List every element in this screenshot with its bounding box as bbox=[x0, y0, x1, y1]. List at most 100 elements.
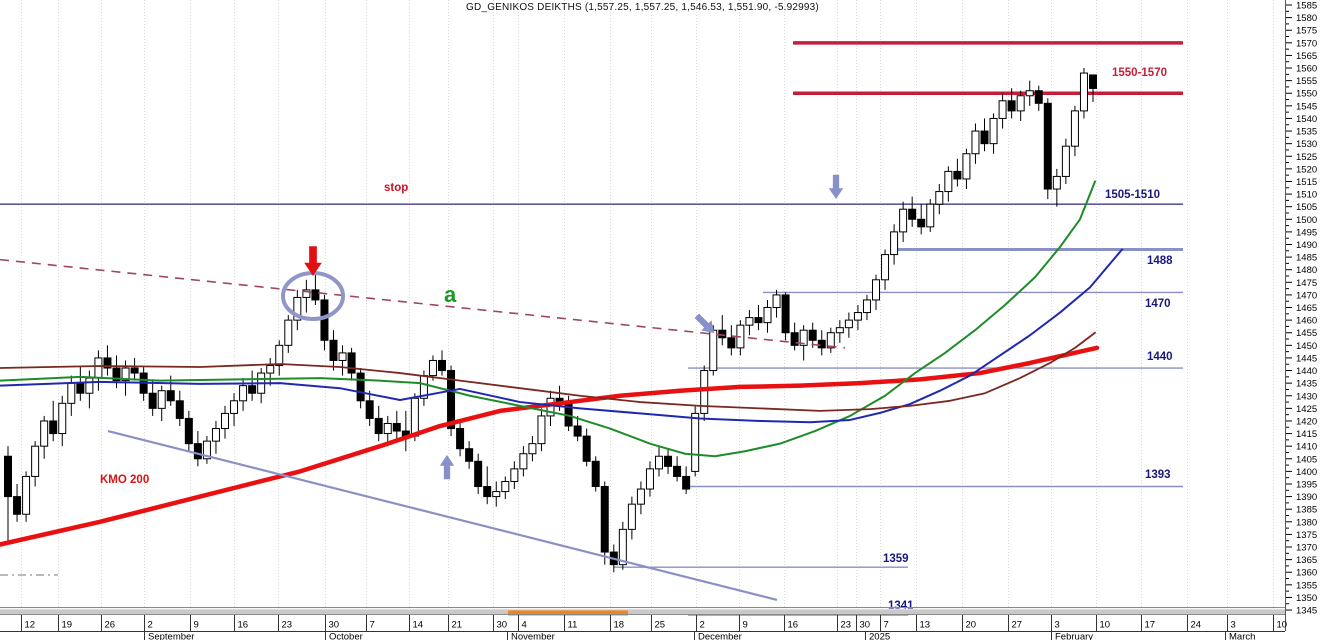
y-axis-tick-label: 1585 bbox=[1296, 1, 1317, 12]
y-axis-tick-label: 1360 bbox=[1296, 568, 1317, 579]
candle bbox=[67, 375, 76, 416]
candle bbox=[438, 350, 447, 376]
x-axis-week-label: 16 bbox=[788, 620, 799, 631]
support-resistance-levels bbox=[0, 41, 1183, 616]
candle bbox=[935, 183, 944, 215]
candle bbox=[1007, 88, 1016, 119]
y-axis-tick-label: 1455 bbox=[1296, 328, 1317, 339]
y-axis-tick-label: 1435 bbox=[1296, 379, 1317, 390]
candle bbox=[130, 357, 139, 381]
y-axis-tick-label: 1410 bbox=[1296, 442, 1317, 453]
x-axis-week-label: 17 bbox=[1145, 620, 1156, 631]
candle bbox=[483, 466, 492, 505]
y-axis-tick-label: 1470 bbox=[1296, 290, 1317, 301]
candle bbox=[230, 393, 239, 427]
candle bbox=[175, 390, 184, 427]
y-axis-tick-label: 1580 bbox=[1296, 13, 1317, 24]
level-1488: 1488 bbox=[1147, 255, 1173, 267]
y-axis-tick-label: 1465 bbox=[1296, 303, 1317, 314]
y-axis-tick-label: 1365 bbox=[1296, 555, 1317, 566]
candle bbox=[980, 118, 989, 152]
candle bbox=[727, 325, 736, 356]
blue-up-arrow-icon bbox=[439, 455, 455, 480]
candle bbox=[22, 471, 31, 522]
candle bbox=[492, 481, 501, 507]
x-axis-month-label: February bbox=[1055, 632, 1093, 640]
level-1393: 1393 bbox=[1145, 469, 1171, 481]
candle bbox=[248, 370, 257, 401]
y-axis-tick-label: 1440 bbox=[1296, 366, 1317, 377]
y-axis-tick-label: 1525 bbox=[1296, 152, 1317, 163]
y-axis-tick-label: 1565 bbox=[1296, 51, 1317, 62]
y-axis-tick-label: 1445 bbox=[1296, 353, 1317, 364]
candle bbox=[1043, 98, 1052, 200]
y-axis-tick-label: 1495 bbox=[1296, 227, 1317, 238]
candle bbox=[40, 415, 49, 459]
candle bbox=[31, 441, 40, 487]
candle bbox=[627, 496, 636, 540]
candle bbox=[645, 461, 654, 497]
x-axis-week-label: 18 bbox=[614, 620, 625, 631]
axis-groove bbox=[0, 608, 1285, 614]
candle bbox=[528, 436, 537, 462]
x-axis-week-label: 2 bbox=[148, 620, 153, 631]
x-axis-week-label: 23 bbox=[282, 620, 293, 631]
candle bbox=[103, 345, 112, 376]
y-axis-tick-label: 1450 bbox=[1296, 341, 1317, 352]
y-axis-tick-label: 1355 bbox=[1296, 580, 1317, 591]
candle bbox=[193, 431, 202, 467]
x-axis-week-label: 16 bbox=[238, 620, 249, 631]
candle bbox=[311, 272, 320, 305]
red-down-arrow-icon bbox=[304, 246, 322, 276]
candle bbox=[853, 304, 862, 331]
candle bbox=[338, 345, 347, 376]
x-axis-week-label: 26 bbox=[105, 620, 116, 631]
x-axis-week-label: 3 bbox=[1231, 620, 1236, 631]
x-axis-week-label: 20 bbox=[966, 620, 977, 631]
trendline-1 bbox=[0, 258, 846, 349]
candle bbox=[655, 446, 664, 477]
x-axis-week-label: 21 bbox=[452, 620, 463, 631]
candle bbox=[257, 368, 266, 404]
y-axis-tick-label: 1345 bbox=[1296, 606, 1317, 617]
y-axis-tick-label: 1510 bbox=[1296, 190, 1317, 201]
candle bbox=[736, 320, 745, 356]
candle bbox=[1079, 68, 1088, 119]
candle bbox=[184, 410, 193, 452]
highlight-period-bar bbox=[508, 610, 628, 616]
x-axis: 12 19 26 2 9 16 23 30 7 14 21 30 4 11 18 25 2 9 16 23 30 7 13 2… bbox=[0, 607, 1287, 640]
candle bbox=[600, 481, 609, 565]
candle bbox=[872, 274, 881, 311]
ma-line-kmo-200 bbox=[0, 345, 1100, 547]
candle bbox=[808, 322, 817, 348]
x-axis-week-label: 11 bbox=[568, 620, 578, 631]
candle bbox=[573, 415, 582, 442]
candle bbox=[844, 312, 853, 338]
candle bbox=[275, 340, 284, 376]
y-axis-tick-label: 1400 bbox=[1296, 467, 1317, 478]
candle bbox=[501, 476, 510, 500]
candle bbox=[293, 289, 302, 331]
candle bbox=[835, 320, 844, 343]
candle bbox=[745, 310, 754, 336]
candle bbox=[157, 385, 166, 421]
candle bbox=[202, 436, 211, 464]
level-1470: 1470 bbox=[1145, 298, 1171, 310]
candle bbox=[537, 408, 546, 452]
candle bbox=[13, 483, 22, 522]
blue-down-arrow-icon bbox=[828, 174, 844, 199]
ma-line-ma-dark-red bbox=[0, 331, 1096, 412]
candle bbox=[926, 199, 935, 232]
candle bbox=[392, 410, 401, 439]
x-axis-month-label: October bbox=[329, 632, 363, 640]
x-axis-week-label: 7 bbox=[884, 620, 889, 631]
y-axis-tick-label: 1350 bbox=[1296, 593, 1317, 604]
y-axis-tick-label: 1375 bbox=[1296, 530, 1317, 541]
y-axis-tick-label: 1380 bbox=[1296, 517, 1317, 528]
candle bbox=[700, 365, 709, 421]
candle bbox=[636, 481, 645, 515]
annotations: stop KMO 200 a 1550-1570 1505-1510 1488 1470 14… bbox=[0, 67, 1173, 612]
y-axis-tick-label: 1460 bbox=[1296, 316, 1317, 327]
candle bbox=[989, 113, 998, 154]
